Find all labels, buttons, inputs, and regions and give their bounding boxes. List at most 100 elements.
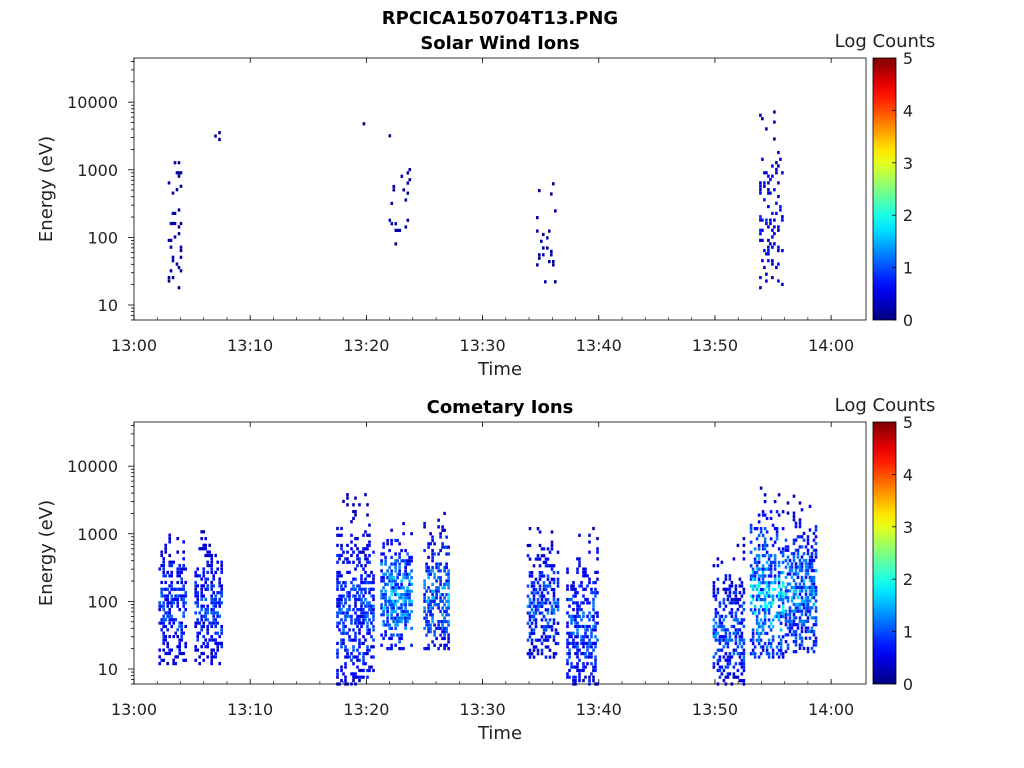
data-cell bbox=[402, 616, 405, 620]
data-cell bbox=[214, 638, 217, 642]
data-cell bbox=[392, 599, 395, 603]
data-cell bbox=[336, 597, 339, 602]
data-cell bbox=[538, 530, 542, 534]
data-cell bbox=[390, 538, 393, 543]
data-cell bbox=[350, 581, 353, 585]
data-cell bbox=[812, 650, 816, 654]
data-cell bbox=[346, 503, 349, 507]
data-cell bbox=[720, 638, 724, 642]
data-cell bbox=[777, 584, 781, 588]
data-cell bbox=[392, 616, 395, 620]
data-cell bbox=[342, 621, 345, 625]
data-cell bbox=[792, 640, 796, 644]
data-cell bbox=[202, 594, 205, 598]
data-cell bbox=[761, 628, 765, 632]
data-cell bbox=[168, 553, 171, 558]
data-cell bbox=[196, 594, 199, 598]
data-cell bbox=[536, 591, 540, 595]
data-cell bbox=[572, 601, 575, 605]
data-cell bbox=[398, 596, 401, 600]
data-cell bbox=[441, 613, 444, 617]
data-cell bbox=[164, 550, 167, 554]
data-cell bbox=[734, 648, 738, 652]
data-cell bbox=[806, 646, 810, 650]
data-cell bbox=[431, 620, 434, 624]
data-cell bbox=[388, 549, 391, 553]
data-cell bbox=[773, 500, 777, 504]
data-cell bbox=[200, 537, 203, 541]
data-cell bbox=[340, 665, 343, 669]
data-cell bbox=[742, 668, 746, 673]
data-cell bbox=[777, 560, 781, 564]
data-cell bbox=[445, 582, 448, 586]
data-cell bbox=[336, 587, 339, 591]
data-cell bbox=[584, 574, 587, 578]
data-cell bbox=[384, 559, 387, 563]
data-cell bbox=[212, 621, 215, 625]
data-cell bbox=[806, 565, 810, 569]
data-cell bbox=[433, 633, 436, 637]
data-cell bbox=[408, 603, 411, 607]
data-cell bbox=[423, 626, 426, 630]
data-cell bbox=[810, 582, 814, 586]
data-cell bbox=[346, 550, 349, 554]
data-cell bbox=[794, 633, 798, 637]
data-cell bbox=[798, 562, 802, 566]
data-cell bbox=[724, 614, 728, 618]
data-cell bbox=[180, 570, 183, 574]
data-cell bbox=[584, 628, 587, 632]
data-cell bbox=[358, 597, 361, 602]
data-cell bbox=[178, 608, 181, 612]
data-cell bbox=[584, 675, 587, 679]
data-cell bbox=[536, 638, 540, 642]
data-cell bbox=[767, 225, 770, 229]
data-cell bbox=[394, 579, 397, 583]
data-cell bbox=[769, 178, 772, 182]
data-cell bbox=[784, 609, 788, 613]
data-cell bbox=[540, 598, 544, 602]
data-cell bbox=[761, 543, 765, 548]
data-cell bbox=[777, 181, 780, 185]
data-cell bbox=[749, 564, 753, 568]
data-cell bbox=[773, 232, 776, 236]
data-cell bbox=[580, 635, 583, 639]
data-cell bbox=[162, 618, 165, 622]
data-cell bbox=[812, 585, 816, 590]
data-cell bbox=[390, 572, 393, 576]
data-cell bbox=[586, 597, 589, 602]
data-cell bbox=[540, 635, 544, 639]
data-cell bbox=[771, 543, 775, 548]
data-cell bbox=[574, 621, 577, 625]
data-cell bbox=[769, 581, 773, 585]
data-cell bbox=[372, 624, 375, 629]
data-cell bbox=[588, 675, 591, 679]
data-cell bbox=[550, 564, 554, 568]
data-cell bbox=[771, 581, 775, 585]
data-cell bbox=[216, 567, 219, 571]
data-cell bbox=[346, 591, 349, 595]
data-cell bbox=[584, 624, 587, 629]
data-cell bbox=[427, 623, 430, 627]
data-cell bbox=[544, 601, 548, 605]
data-cell bbox=[212, 648, 215, 652]
data-cell bbox=[734, 662, 738, 666]
data-cell bbox=[779, 638, 783, 642]
data-cell bbox=[792, 592, 796, 596]
data-cell bbox=[202, 641, 205, 645]
data-cell bbox=[170, 624, 173, 629]
data-cell bbox=[402, 593, 405, 597]
data-cell bbox=[394, 609, 397, 614]
data-cell bbox=[174, 631, 177, 635]
data-cell bbox=[398, 565, 401, 570]
data-cell bbox=[584, 567, 587, 571]
data-cell bbox=[364, 557, 367, 561]
data-cell bbox=[344, 597, 347, 602]
data-cell bbox=[404, 620, 407, 624]
data-cell bbox=[757, 554, 761, 558]
data-cell bbox=[736, 608, 740, 612]
data-cell bbox=[730, 581, 734, 585]
data-cell bbox=[724, 658, 728, 662]
data-cell bbox=[798, 606, 802, 610]
data-cell bbox=[396, 616, 399, 620]
data-cell bbox=[765, 648, 769, 652]
